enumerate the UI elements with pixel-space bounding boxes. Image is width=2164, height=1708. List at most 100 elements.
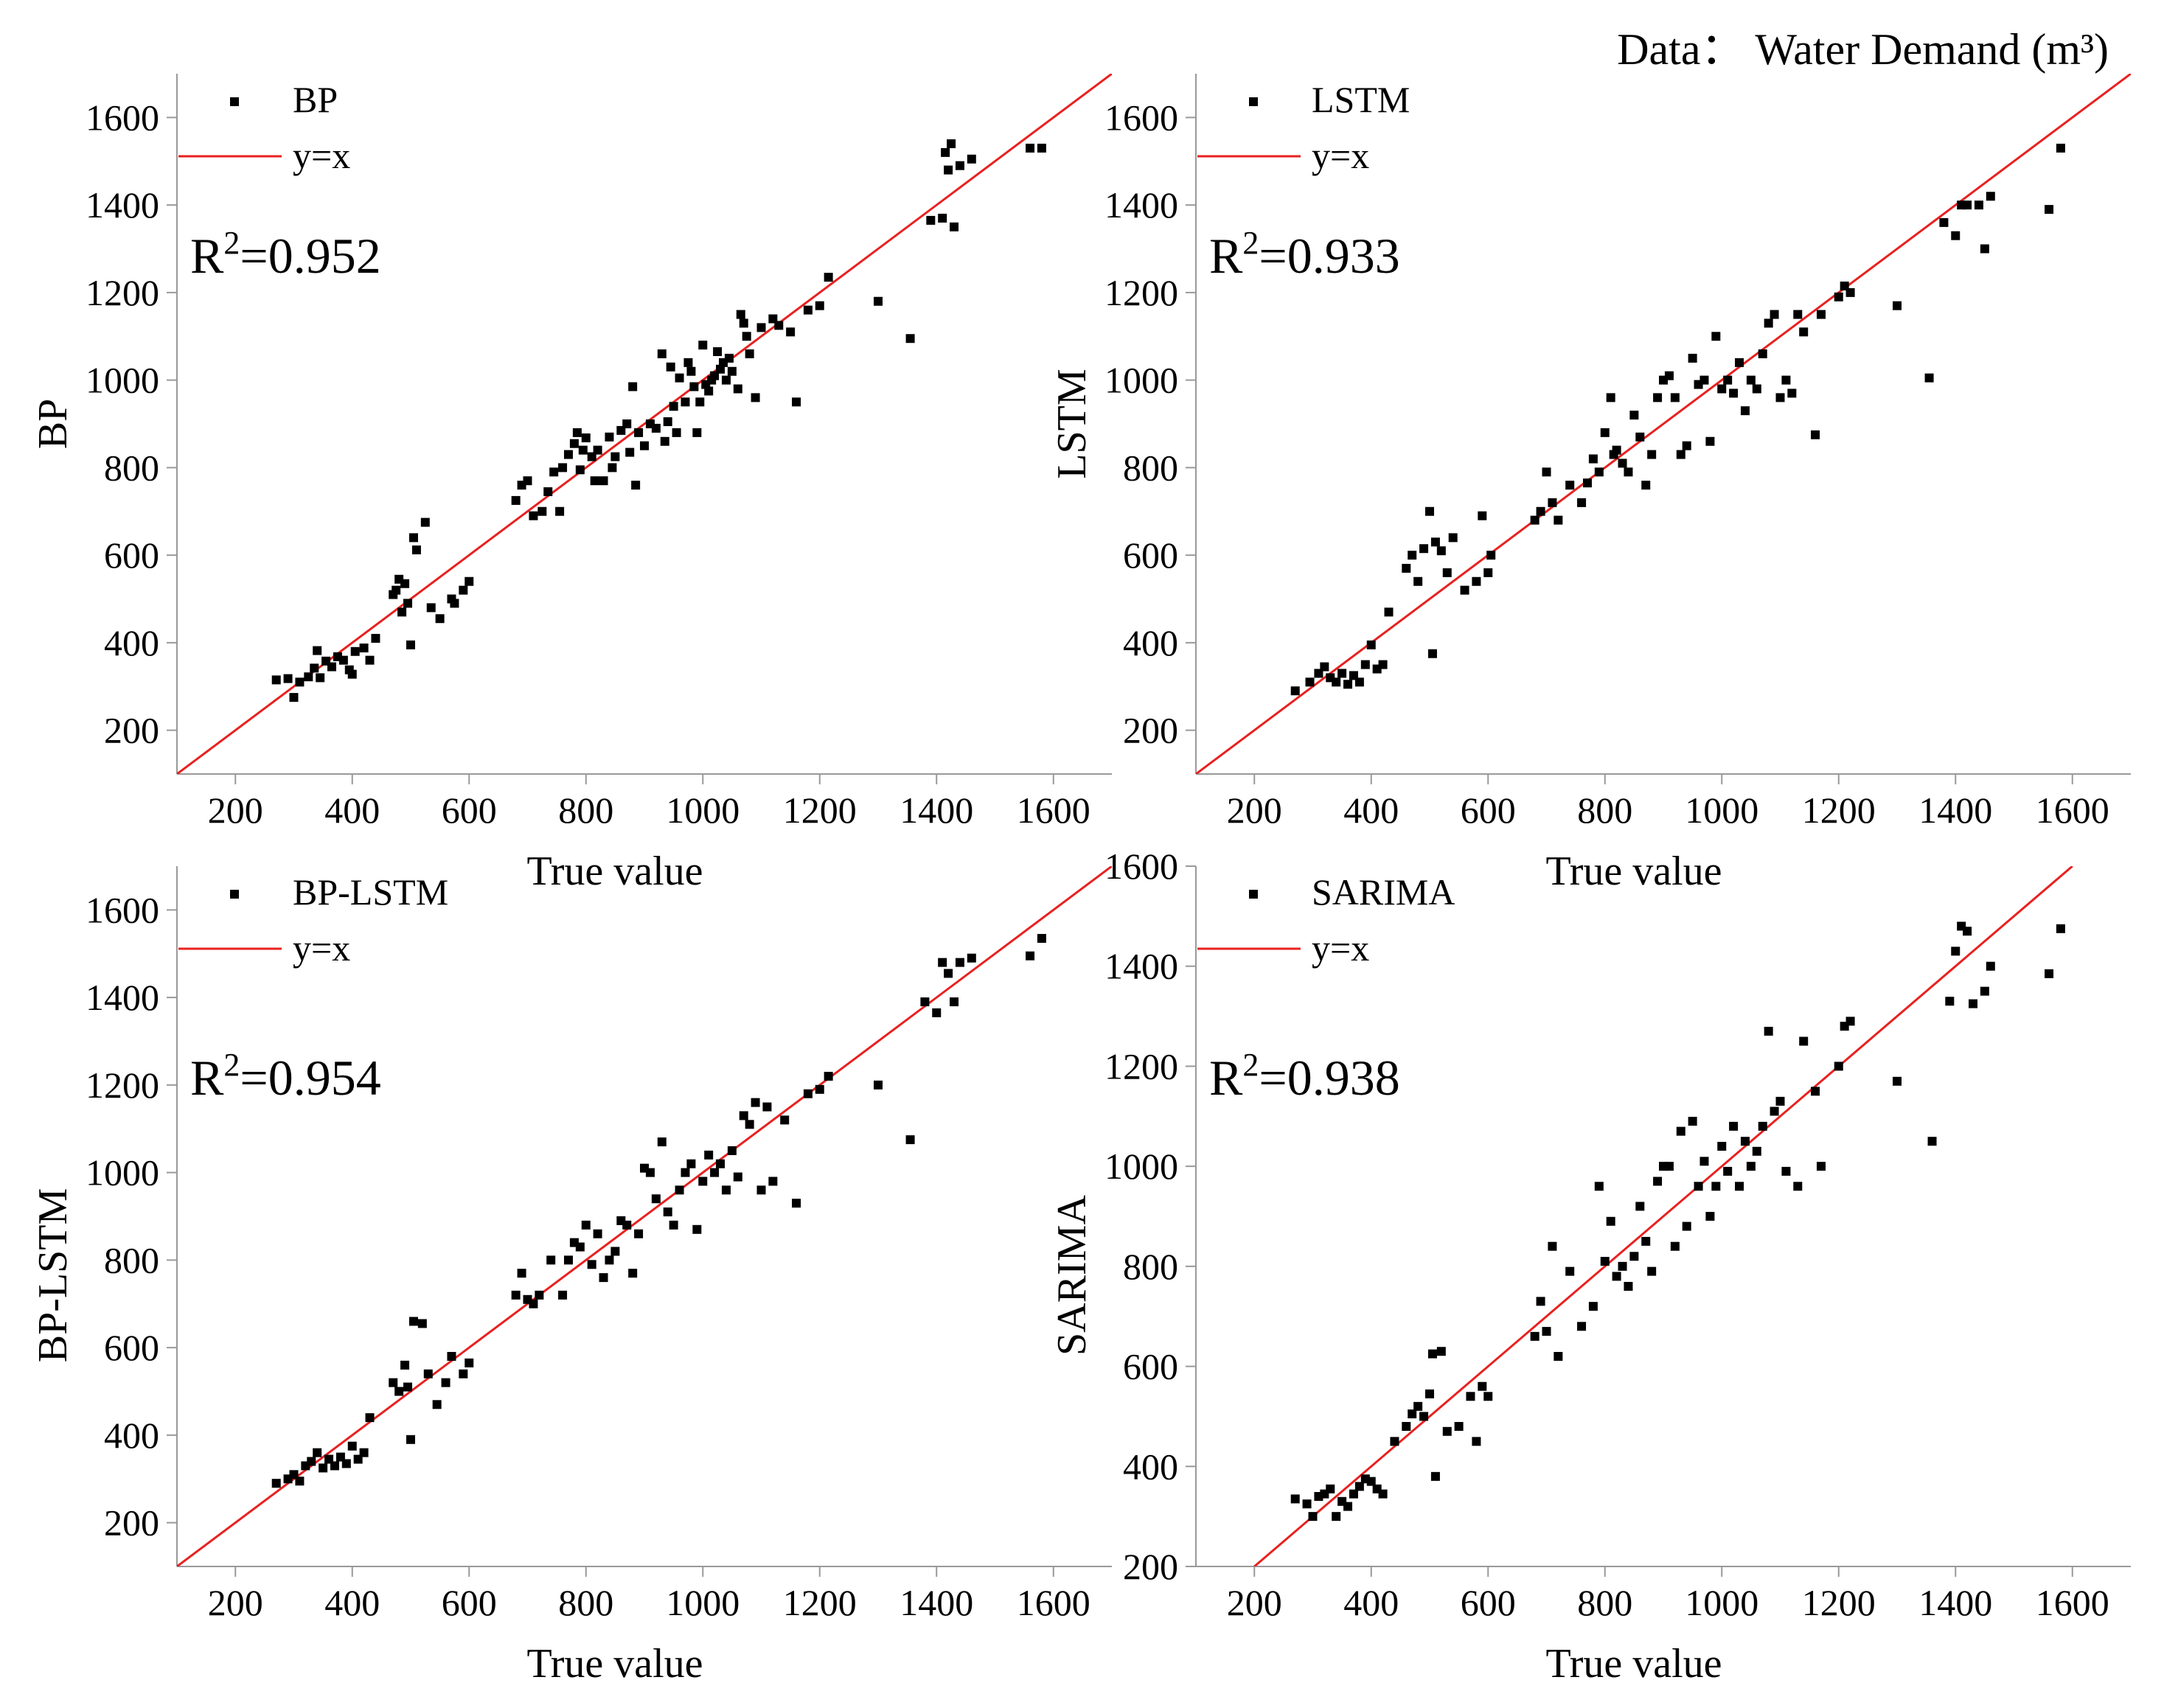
data-point xyxy=(672,428,681,437)
data-point xyxy=(1600,1257,1610,1266)
data-point xyxy=(628,1269,638,1278)
r-squared-symbol: R xyxy=(190,228,224,284)
r-squared-exponent: 2 xyxy=(223,225,240,261)
data-point xyxy=(1723,375,1733,385)
data-point xyxy=(1472,576,1481,586)
y-axis-label: SARIMA xyxy=(1049,1195,1095,1356)
x-tick-label: 1400 xyxy=(900,1582,973,1623)
y-tick-label: 800 xyxy=(104,447,159,488)
data-point xyxy=(406,1435,415,1444)
data-point xyxy=(1781,1166,1791,1176)
x-axis-label: True value xyxy=(1545,1641,1722,1687)
data-point xyxy=(1366,640,1376,649)
data-point xyxy=(459,585,468,595)
data-point xyxy=(950,997,959,1007)
data-point xyxy=(1419,544,1429,554)
data-point xyxy=(1442,568,1452,577)
data-point xyxy=(1565,481,1575,490)
data-point xyxy=(563,450,573,459)
data-point xyxy=(289,693,299,703)
data-point xyxy=(338,655,348,665)
data-point xyxy=(1670,393,1680,402)
data-point xyxy=(736,310,745,319)
data-point xyxy=(824,1072,833,1081)
data-point xyxy=(1565,1266,1575,1276)
data-point xyxy=(599,476,608,486)
data-point xyxy=(1811,430,1820,439)
data-point xyxy=(622,419,632,428)
data-point xyxy=(406,640,415,649)
data-point xyxy=(1624,1282,1633,1291)
data-point xyxy=(756,1185,766,1195)
data-point xyxy=(1554,1352,1563,1361)
data-point xyxy=(593,1229,602,1238)
data-point xyxy=(392,585,401,595)
data-point xyxy=(704,386,714,396)
data-point xyxy=(932,1008,942,1017)
data-point xyxy=(681,397,690,407)
r-squared-symbol: R xyxy=(1209,228,1243,284)
data-point xyxy=(1430,1471,1440,1481)
data-point xyxy=(1770,1106,1779,1116)
data-point xyxy=(1787,388,1797,398)
data-point xyxy=(1740,1137,1750,1146)
data-point xyxy=(967,953,976,963)
x-tick-label: 1200 xyxy=(1802,1582,1876,1623)
data-point xyxy=(1670,1241,1680,1251)
data-point xyxy=(1770,310,1779,319)
x-tick-label: 1600 xyxy=(2036,789,2109,831)
r-squared-annotation: R2=0.938 xyxy=(1209,1047,1400,1106)
data-point xyxy=(365,1413,375,1423)
y-tick-label: 1000 xyxy=(86,1152,159,1193)
data-point xyxy=(605,1255,614,1265)
data-point xyxy=(563,1255,573,1265)
data-point xyxy=(692,428,702,437)
data-point xyxy=(733,1172,742,1182)
data-point xyxy=(1425,506,1434,516)
y-tick-label: 800 xyxy=(1123,1246,1178,1287)
data-point xyxy=(1454,1422,1464,1431)
x-tick-label: 1200 xyxy=(783,789,857,831)
x-tick-label: 1600 xyxy=(1017,789,1090,831)
data-point xyxy=(330,1461,339,1471)
data-point xyxy=(1366,1477,1376,1486)
data-point xyxy=(938,958,947,967)
data-point xyxy=(695,397,705,407)
data-point xyxy=(319,1463,328,1473)
y-tick-label: 1200 xyxy=(86,272,159,313)
data-point xyxy=(1793,1182,1803,1191)
data-point xyxy=(874,296,883,306)
data-point xyxy=(631,481,641,490)
data-point xyxy=(1816,310,1826,319)
data-point xyxy=(689,382,699,391)
data-point xyxy=(610,452,620,461)
data-point xyxy=(569,439,579,448)
data-point xyxy=(1354,1482,1364,1491)
data-point xyxy=(640,441,649,450)
data-point xyxy=(1688,353,1697,363)
scatter-panel-3: 200 400 600 800 1000 1200 1400 1600 200 400 600 800… xyxy=(30,866,1112,1687)
r-squared-value: =0.938 xyxy=(1259,1050,1399,1106)
legend-line-label: y=x xyxy=(293,927,350,969)
data-point xyxy=(1419,1412,1429,1421)
data-point xyxy=(751,1098,760,1107)
data-point xyxy=(1682,441,1691,450)
data-point xyxy=(1425,1389,1434,1398)
x-tick-label: 800 xyxy=(558,789,613,831)
data-point xyxy=(920,997,930,1007)
data-point xyxy=(727,366,737,376)
data-point xyxy=(905,1135,915,1145)
data-point xyxy=(2056,924,2065,933)
data-point xyxy=(1653,1177,1663,1186)
data-point xyxy=(1705,436,1715,446)
data-point xyxy=(1986,961,1995,971)
x-tick-label: 200 xyxy=(208,1582,263,1623)
data-point xyxy=(1699,1157,1709,1166)
data-point xyxy=(359,1448,369,1457)
data-point xyxy=(441,1378,450,1387)
data-point xyxy=(1752,384,1761,394)
legend-line-label: y=x xyxy=(293,135,350,176)
data-point xyxy=(628,382,638,391)
data-point xyxy=(692,1224,702,1234)
legend-marker xyxy=(1249,890,1258,899)
